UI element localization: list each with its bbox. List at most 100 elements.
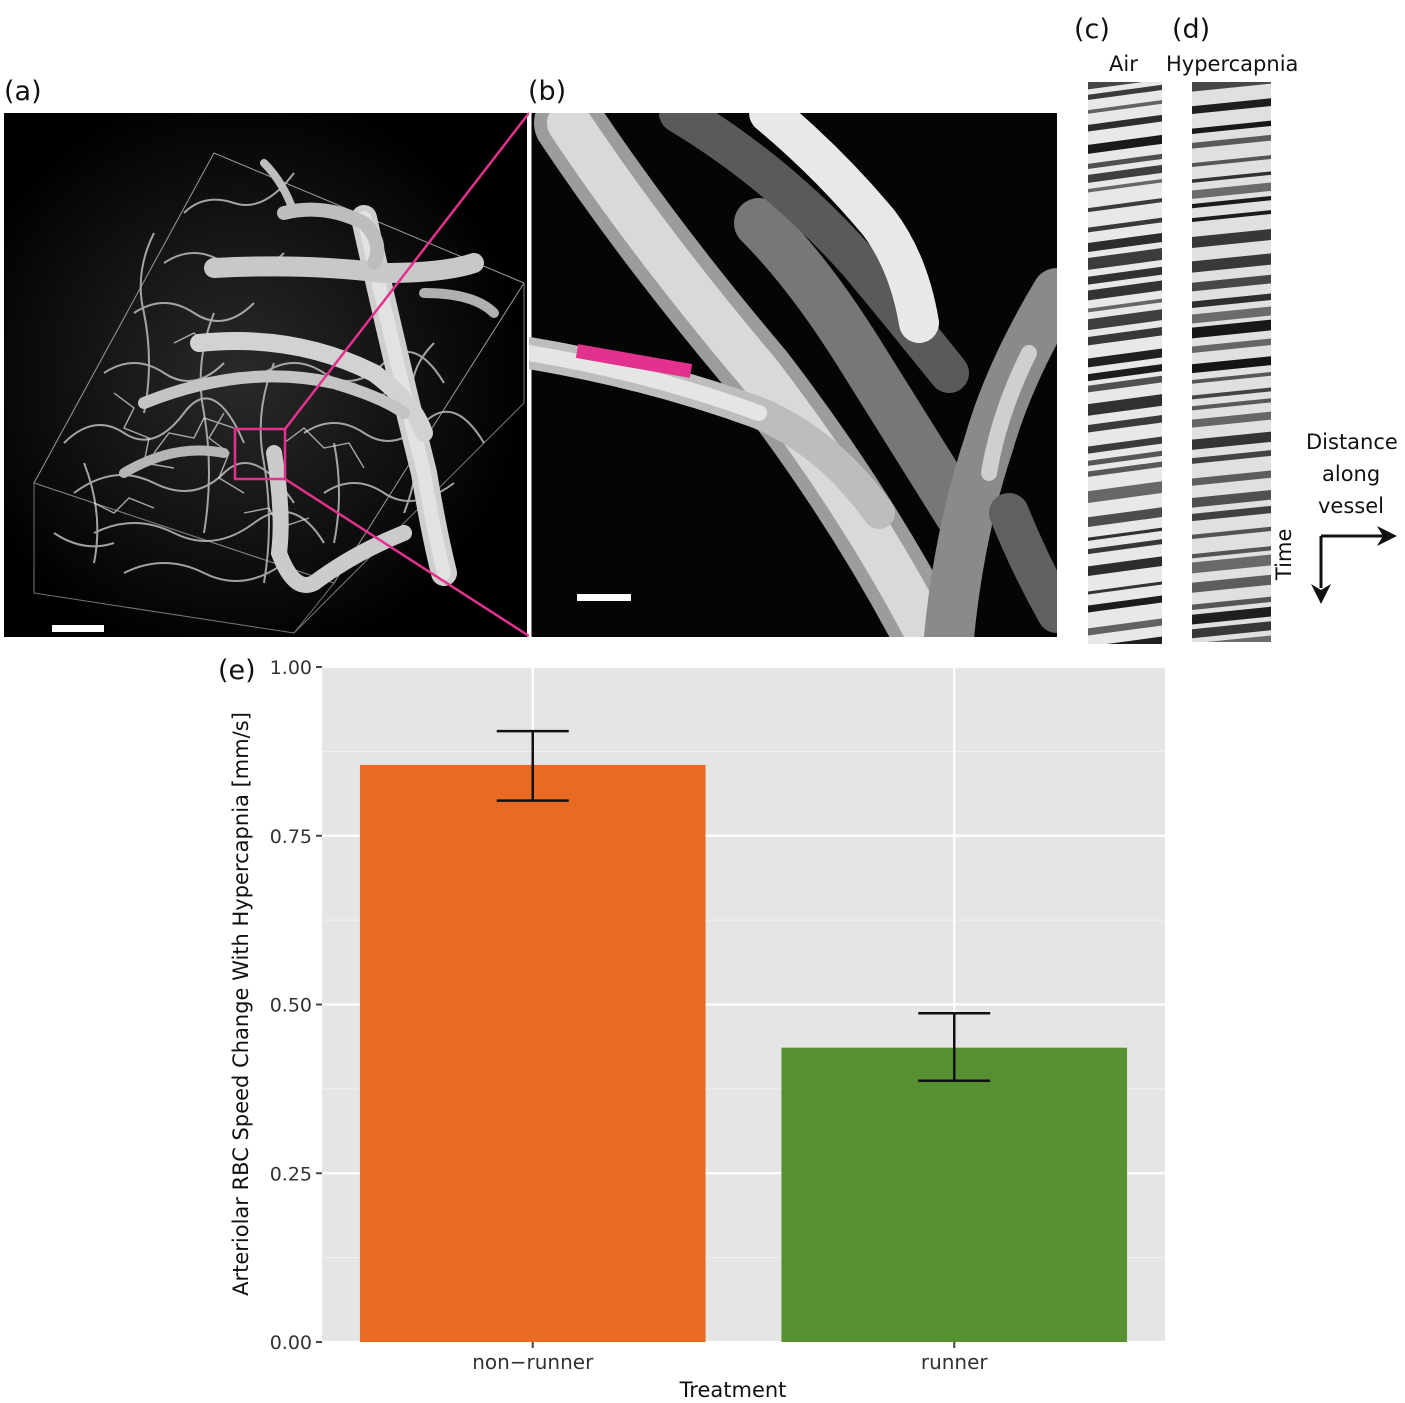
x-axis-label: Treatment	[679, 1378, 787, 1402]
axis-arrows	[1311, 526, 1397, 604]
kymograph-stripe	[1192, 274, 1271, 292]
kymograph-stripe	[1192, 356, 1271, 374]
kymograph-stripe	[1192, 253, 1271, 273]
distance-label-line1: Distance	[1306, 430, 1398, 454]
bars	[359, 764, 1128, 1342]
kymograph-stripe	[1088, 450, 1162, 466]
time-arrowhead	[1311, 584, 1331, 604]
bar-1	[781, 1047, 1128, 1342]
x-tick-label: runner	[921, 1350, 989, 1374]
kymograph-stripe	[1192, 490, 1271, 508]
kymograph-air-stripes	[1088, 82, 1162, 644]
kymograph-stripe	[1192, 338, 1271, 353]
kymograph-stripe	[1192, 82, 1271, 92]
kymograph-stripe	[1192, 621, 1271, 639]
kymograph-stripe	[1088, 461, 1162, 477]
kymograph-stripe	[1192, 195, 1271, 209]
axes: 0.00 0.25 0.50 0.75 1.00 non−runner runner	[270, 657, 989, 1374]
kymograph-stripe	[1192, 155, 1271, 167]
kymograph-air	[1088, 82, 1162, 644]
kymograph-stripe	[1088, 153, 1162, 169]
vascular-3d-image	[4, 113, 527, 637]
kymograph-stripe	[1088, 507, 1162, 527]
kymograph-stripe	[1192, 431, 1271, 450]
vascular-3d-drawing	[4, 113, 527, 637]
kymograph-stripe	[1088, 556, 1162, 576]
kymograph-stripe	[1192, 98, 1271, 115]
kymograph-stripe	[1192, 293, 1271, 309]
y-tick-label: 0.25	[270, 1163, 312, 1185]
kymograph-stripe	[1088, 217, 1162, 233]
kymograph-stripe	[1088, 84, 1162, 100]
panel-e-label: (e)	[218, 655, 256, 686]
kymograph-stripe	[1088, 164, 1162, 183]
y-tick-label: 0.75	[270, 826, 312, 848]
bar-0	[359, 764, 706, 1342]
kymograph-stripe	[1192, 450, 1271, 464]
kymograph-stripe	[1192, 210, 1271, 223]
kymograph-stripe	[1192, 554, 1271, 574]
zoomed-vessel-image	[529, 113, 1057, 637]
kymograph-stripe	[1192, 574, 1271, 593]
kymograph-stripe	[1192, 134, 1271, 149]
kymograph-stripe	[1192, 505, 1271, 522]
kymograph-stripe	[1192, 411, 1271, 428]
panel-c-label: (c)	[1074, 14, 1110, 45]
kymograph-stripe	[1088, 266, 1162, 285]
kymograph-stripe	[1088, 581, 1162, 595]
kymograph-stripe	[1088, 595, 1162, 613]
kymograph-stripe	[1088, 436, 1162, 454]
kymograph-stripe	[1088, 232, 1162, 252]
kymograph-stripe	[1192, 398, 1271, 411]
panel-d-label: (d)	[1172, 14, 1211, 45]
kymograph-stripe	[1088, 198, 1162, 213]
kymograph-stripe	[1192, 319, 1271, 339]
kymograph-stripe	[1192, 371, 1271, 384]
kymograph-stripe	[1088, 618, 1162, 636]
kymograph-stripe	[1192, 596, 1271, 611]
kymograph-stripe	[1192, 229, 1271, 248]
distance-label-line2: along	[1322, 462, 1381, 486]
air-label: Air	[1109, 52, 1138, 76]
kymograph-stripe	[1088, 415, 1162, 433]
kymograph-stripe	[1192, 606, 1271, 625]
kymograph-stripe	[1192, 306, 1271, 324]
panel-b-label: (b)	[528, 76, 567, 107]
kymograph-stripe	[1192, 387, 1271, 400]
kymograph-stripe	[1088, 539, 1162, 555]
kymograph-stripe	[1192, 470, 1271, 486]
kymograph-stripe	[1088, 134, 1162, 154]
y-tick-label: 0.00	[270, 1332, 312, 1354]
x-tick-label: non−runner	[472, 1350, 594, 1374]
kymograph-stripe	[1192, 120, 1271, 134]
kymograph-stripe	[1088, 527, 1162, 541]
error-bars	[496, 729, 991, 1083]
kymograph-stripe	[1192, 171, 1271, 183]
y-tick-label: 1.00	[270, 657, 312, 679]
kymograph-stripe	[1088, 100, 1162, 114]
distance-arrowhead	[1377, 526, 1397, 546]
kymograph-stripe	[1088, 348, 1162, 368]
kymograph-stripe	[1088, 309, 1162, 331]
zoom-region-box	[233, 427, 287, 481]
kymograph-hypercapnia	[1192, 82, 1271, 642]
kymograph-stripe	[1088, 280, 1162, 301]
distance-label-line3: vessel	[1318, 494, 1384, 518]
scale-bar-a	[52, 625, 104, 632]
kymograph-stripe	[1088, 375, 1162, 393]
hypercapnia-label: Hypercapnia	[1166, 52, 1299, 76]
kymograph-stripe	[1088, 394, 1162, 416]
kymograph-stripe	[1192, 546, 1271, 559]
kymograph-stripe	[1088, 248, 1162, 270]
kymograph-hypercapnia-stripes	[1192, 82, 1271, 642]
kymograph-stripe	[1088, 114, 1162, 132]
kymograph-stripe	[1088, 364, 1162, 382]
zoomed-vessel-drawing	[529, 113, 1057, 637]
kymograph-stripe	[1088, 178, 1162, 193]
y-axis-label: Arteriolar RBC Speed Change With Hyperca…	[229, 712, 253, 1296]
linescan-marker	[575, 344, 693, 378]
kymograph-stripe	[1192, 526, 1271, 540]
zoom-connector-lines	[284, 112, 530, 638]
panel-a-label: (a)	[4, 76, 42, 107]
